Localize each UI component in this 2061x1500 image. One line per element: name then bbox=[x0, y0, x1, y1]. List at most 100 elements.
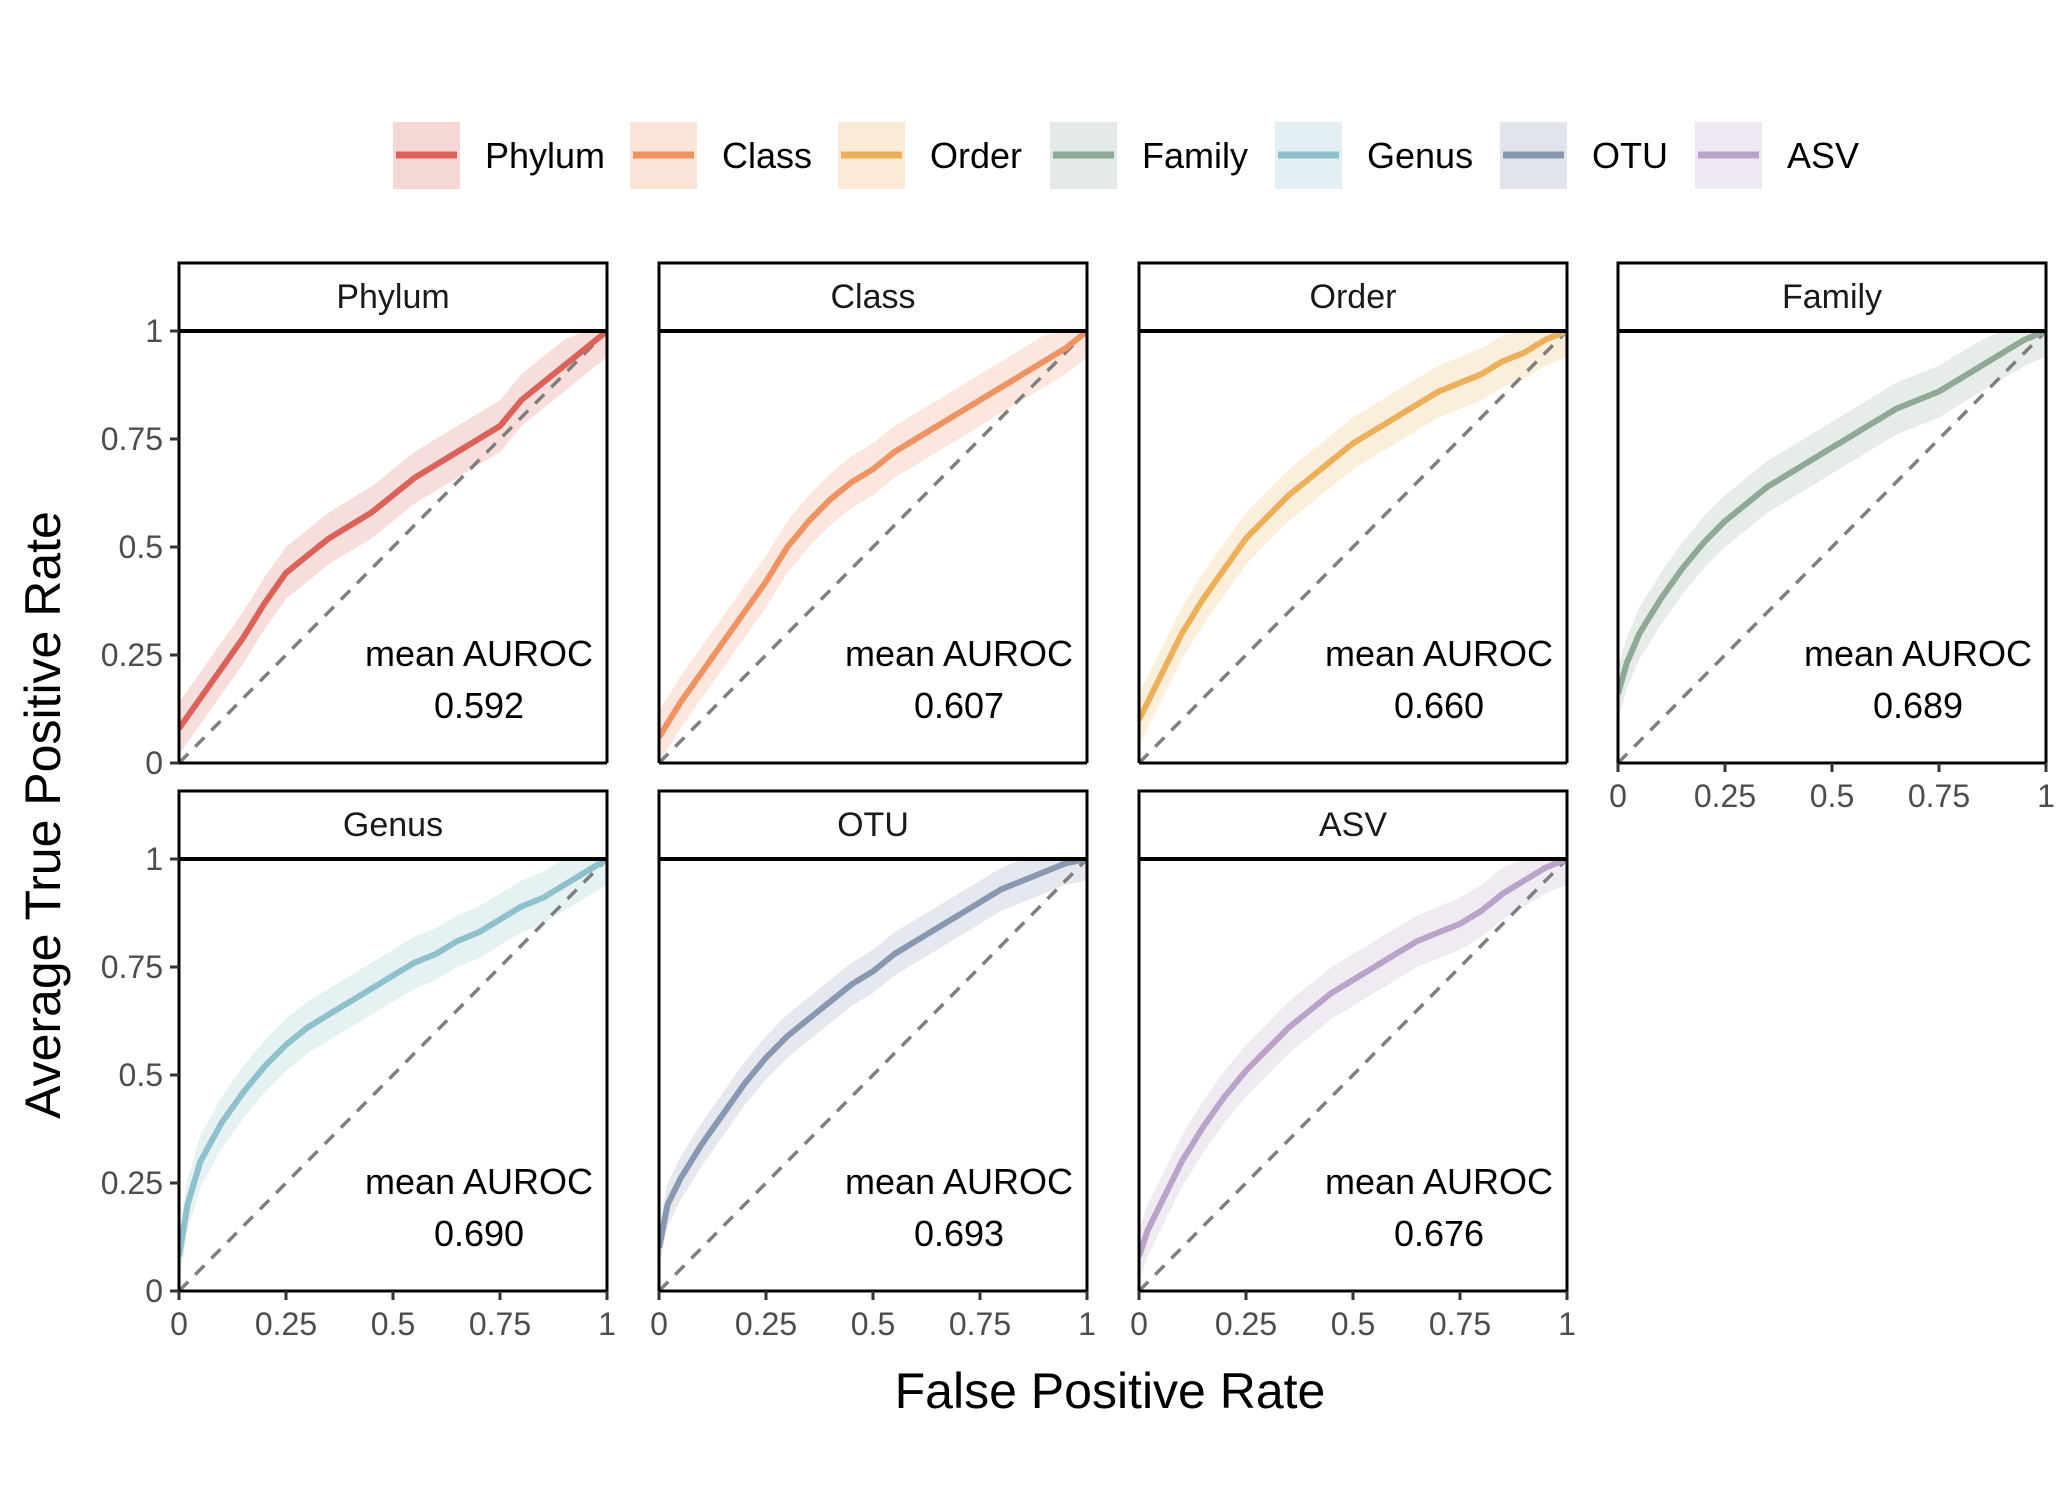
y-tick-label: 0.25 bbox=[101, 1165, 163, 1201]
y-tick-label: 0 bbox=[145, 745, 163, 781]
chance-diagonal-line bbox=[1139, 331, 1567, 763]
legend-label: Phylum bbox=[485, 135, 605, 176]
x-tick-label: 0 bbox=[1609, 778, 1627, 814]
x-tick-label: 0.75 bbox=[1429, 1306, 1491, 1342]
auroc-value: 0.676 bbox=[1394, 1213, 1484, 1254]
legend-item-family: Family bbox=[1050, 122, 1248, 189]
x-tick-label: 0.5 bbox=[1331, 1306, 1375, 1342]
panels: Phylum mean AUROC 0.592 0 0.25 0.5 0.75 1 Class m… bbox=[101, 261, 2055, 1342]
legend: Phylum Class Order Family Genus OTU ASV bbox=[393, 122, 1859, 189]
panel-family: Family mean AUROC 0.689 0 0.25 0.5 0.75 1 bbox=[1609, 261, 2055, 814]
chance-diagonal-line bbox=[1139, 859, 1567, 1291]
chance-diagonal-line bbox=[659, 859, 1087, 1291]
chance-diagonal-line bbox=[179, 331, 607, 763]
auroc-value: 0.592 bbox=[434, 685, 524, 726]
x-tick-label: 1 bbox=[598, 1306, 616, 1342]
chance-diagonal-line bbox=[179, 859, 607, 1291]
panel-plot-area bbox=[179, 331, 607, 763]
auroc-value: 0.660 bbox=[1394, 685, 1484, 726]
roc-line-phylum bbox=[179, 331, 607, 731]
auroc-value: 0.693 bbox=[914, 1213, 1004, 1254]
panel-plot-area bbox=[1139, 331, 1567, 763]
x-axis-title: False Positive Rate bbox=[895, 1363, 1326, 1419]
chance-diagonal-line bbox=[659, 331, 1087, 763]
confidence-band-family bbox=[1618, 331, 2046, 720]
panel-plot-area bbox=[1139, 859, 1567, 1291]
x-tick-label: 1 bbox=[1078, 1306, 1096, 1342]
chance-diagonal-line bbox=[1618, 331, 2046, 763]
auroc-value: 0.690 bbox=[434, 1213, 524, 1254]
confidence-band-order bbox=[1139, 331, 1567, 746]
legend-item-class: Class bbox=[630, 122, 812, 189]
panel-otu: OTU mean AUROC 0.693 0 0.25 0.5 0.75 1 bbox=[650, 789, 1096, 1342]
legend-item-genus: Genus bbox=[1275, 122, 1473, 189]
y-tick-label: 0 bbox=[145, 1273, 163, 1309]
legend-item-order: Order bbox=[838, 122, 1022, 189]
y-tick-label: 0.75 bbox=[101, 949, 163, 985]
panel-strip bbox=[1137, 261, 1569, 333]
panel-strip-label: ASV bbox=[1319, 806, 1387, 844]
legend-label: ASV bbox=[1787, 135, 1859, 176]
auroc-label: mean AUROC bbox=[1325, 1161, 1553, 1202]
x-tick-label: 0.75 bbox=[469, 1306, 531, 1342]
roc-line-order bbox=[1139, 331, 1567, 722]
auroc-label: mean AUROC bbox=[365, 633, 593, 674]
y-axis-title: Average True Positive Rate bbox=[15, 511, 71, 1119]
panel-plot-area bbox=[1618, 331, 2046, 763]
y-tick-label: 1 bbox=[145, 313, 163, 349]
auroc-label: mean AUROC bbox=[1325, 633, 1553, 674]
y-tick-label: 0.75 bbox=[101, 421, 163, 457]
panel-asv: ASV mean AUROC 0.676 0 0.25 0.5 0.75 1 bbox=[1130, 789, 1576, 1342]
panel-order: Order mean AUROC 0.660 bbox=[1137, 261, 1569, 765]
x-tick-label: 0.25 bbox=[1215, 1306, 1277, 1342]
panel-strip-label: Class bbox=[830, 278, 915, 316]
x-tick-label: 0.5 bbox=[851, 1306, 895, 1342]
y-tick-label: 1 bbox=[145, 841, 163, 877]
panel-phylum: Phylum mean AUROC 0.592 0 0.25 0.5 0.75 1 bbox=[101, 261, 609, 781]
panel-strip-label: Genus bbox=[343, 806, 443, 844]
panel-strip-label: Order bbox=[1310, 278, 1397, 316]
auroc-label: mean AUROC bbox=[845, 1161, 1073, 1202]
confidence-band-asv bbox=[1139, 859, 1567, 1283]
roc-line-otu bbox=[659, 859, 1087, 1249]
y-tick-label: 0.25 bbox=[101, 637, 163, 673]
x-tick-label: 0.25 bbox=[735, 1306, 797, 1342]
panel-plot-area bbox=[659, 331, 1087, 763]
legend-item-phylum: Phylum bbox=[393, 122, 605, 189]
panel-strip-label: Phylum bbox=[336, 278, 449, 316]
panel-class: Class mean AUROC 0.607 bbox=[657, 261, 1089, 765]
panel-plot-area bbox=[179, 859, 607, 1291]
panel-strip bbox=[177, 261, 609, 333]
panel-genus: Genus mean AUROC 0.690 0 0.25 0.5 0.75 1 0 0.25 0.… bbox=[101, 789, 616, 1342]
legend-label: Order bbox=[930, 135, 1022, 176]
x-tick-label: 0.25 bbox=[1694, 778, 1756, 814]
confidence-band-otu bbox=[659, 859, 1087, 1270]
x-tick-label: 0.5 bbox=[371, 1306, 415, 1342]
roc-line-asv bbox=[1139, 859, 1567, 1258]
legend-label: Class bbox=[722, 135, 812, 176]
auroc-value: 0.689 bbox=[1873, 685, 1963, 726]
auroc-label: mean AUROC bbox=[845, 633, 1073, 674]
roc-line-genus bbox=[179, 859, 607, 1257]
y-tick-label: 0.5 bbox=[119, 529, 163, 565]
x-tick-label: 0 bbox=[1130, 1306, 1148, 1342]
x-tick-label: 0 bbox=[170, 1306, 188, 1342]
panel-strip bbox=[1616, 261, 2048, 333]
panel-plot-area bbox=[659, 859, 1087, 1291]
x-tick-label: 0 bbox=[650, 1306, 668, 1342]
auroc-value: 0.607 bbox=[914, 685, 1004, 726]
legend-label: Family bbox=[1142, 135, 1248, 176]
x-tick-label: 0.25 bbox=[255, 1306, 317, 1342]
auroc-label: mean AUROC bbox=[1804, 633, 2032, 674]
panel-strip bbox=[1137, 789, 1569, 861]
x-tick-label: 1 bbox=[1558, 1306, 1576, 1342]
legend-label: OTU bbox=[1592, 135, 1668, 176]
confidence-band-class bbox=[659, 331, 1087, 763]
auroc-label: mean AUROC bbox=[365, 1161, 593, 1202]
x-tick-label: 1 bbox=[2037, 778, 2055, 814]
panel-strip-label: OTU bbox=[837, 806, 909, 844]
legend-label: Genus bbox=[1367, 135, 1473, 176]
x-tick-label: 0.75 bbox=[1908, 778, 1970, 814]
confidence-band-phylum bbox=[179, 331, 607, 755]
